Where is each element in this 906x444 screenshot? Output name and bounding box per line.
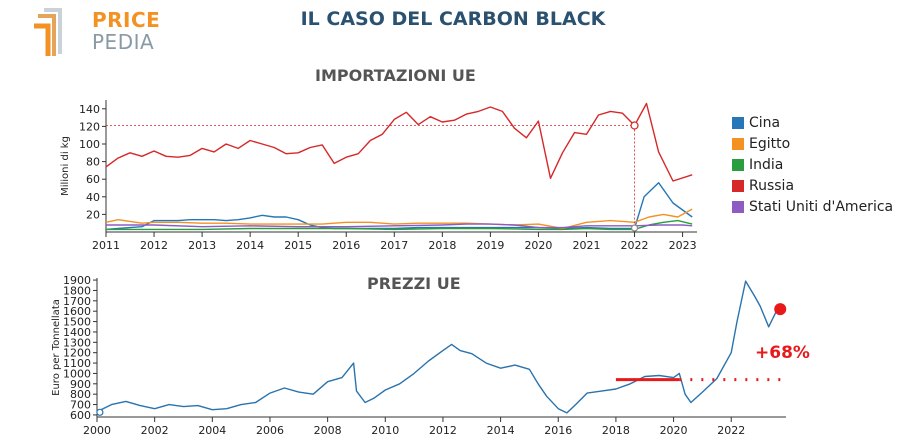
legend-label: Russia bbox=[749, 177, 795, 194]
imports-legend: Cina Egitto India Russia Stati Uniti d'Ameri… bbox=[732, 112, 893, 217]
x-tick-label: 2012 bbox=[429, 424, 457, 437]
series-line-russia bbox=[105, 102, 693, 182]
x-tick-label: 2000 bbox=[83, 424, 111, 437]
x-tick-label: 2020 bbox=[660, 424, 688, 437]
legend-swatch bbox=[732, 179, 744, 192]
page-title: IL CASO DEL CARBON BLACK bbox=[300, 8, 606, 30]
imports-chart-title: IMPORTAZIONI UE bbox=[315, 66, 476, 85]
endpoint-marker bbox=[774, 303, 787, 316]
legend-label: Cina bbox=[749, 114, 781, 131]
y-axis-label: Milioni di kg bbox=[60, 136, 71, 196]
legend-item: Stati Uniti d'America bbox=[732, 196, 893, 217]
legend-swatch bbox=[732, 137, 744, 150]
series-line-1-0 bbox=[96, 280, 779, 414]
logo-text-pedia: PEDIA bbox=[92, 30, 155, 54]
series-line-egitto bbox=[105, 208, 693, 230]
y-tick-label: 140 bbox=[79, 103, 100, 116]
y-tick-label: 1900 bbox=[63, 274, 91, 287]
legend-label: India bbox=[749, 156, 784, 173]
y-axis-label: Euro per Tonnellata bbox=[51, 299, 62, 396]
y-tick-label: 1600 bbox=[63, 305, 91, 318]
legend-swatch bbox=[732, 200, 744, 213]
x-tick-label: 2012 bbox=[140, 239, 168, 252]
y-tick-label: 1700 bbox=[63, 295, 91, 308]
y-tick-label: 1000 bbox=[63, 367, 91, 380]
x-tick-label: 2014 bbox=[487, 424, 515, 437]
y-tick-label: 120 bbox=[79, 120, 100, 133]
reference-base-marker bbox=[630, 224, 639, 232]
x-tick-label: 2020 bbox=[524, 239, 552, 252]
y-tick-label: 1800 bbox=[63, 284, 91, 297]
legend-swatch bbox=[732, 158, 744, 171]
y-tick-label: 1300 bbox=[63, 336, 91, 349]
y-tick-label: 40 bbox=[86, 191, 100, 204]
prices-chart-title: PREZZI UE bbox=[367, 274, 461, 293]
y-tick-label: 1100 bbox=[63, 357, 91, 370]
legend-item: Cina bbox=[732, 112, 893, 133]
series-line-cina bbox=[105, 181, 693, 231]
logo-mark bbox=[34, 8, 62, 56]
x-tick-label: 2016 bbox=[332, 239, 360, 252]
x-tick-label: 2015 bbox=[284, 239, 312, 252]
y-tick-label: 800 bbox=[70, 388, 91, 401]
reference-marker bbox=[630, 121, 639, 130]
legend-label: Egitto bbox=[749, 135, 791, 152]
x-tick-label: 2014 bbox=[236, 239, 264, 252]
y-tick-label: 80 bbox=[86, 156, 100, 169]
percent-change-label: +68% bbox=[755, 343, 810, 363]
y-tick-label: 60 bbox=[86, 173, 100, 186]
x-tick-label: 2013 bbox=[188, 239, 216, 252]
x-tick-label: 2010 bbox=[371, 424, 399, 437]
x-tick-label: 2017 bbox=[380, 239, 408, 252]
x-tick-label: 2022 bbox=[621, 239, 649, 252]
y-tick-label: 1200 bbox=[63, 347, 91, 360]
legend-item: Russia bbox=[732, 175, 893, 196]
legend-item: Egitto bbox=[732, 133, 893, 154]
x-tick-label: 2002 bbox=[141, 424, 169, 437]
legend-item: India bbox=[732, 154, 893, 175]
x-tick-label: 2018 bbox=[602, 424, 630, 437]
logo-text-price: PRICE bbox=[92, 8, 161, 32]
x-tick-label: 2018 bbox=[428, 239, 456, 252]
y-tick-label: 1400 bbox=[63, 326, 91, 339]
y-tick-label: 100 bbox=[79, 138, 100, 151]
series-line-stati-uniti-d-america bbox=[106, 223, 693, 229]
y-tick-label: 20 bbox=[86, 208, 100, 221]
x-tick-label: 2023 bbox=[669, 239, 697, 252]
y-tick-label: 900 bbox=[70, 378, 91, 391]
x-tick-label: 2004 bbox=[198, 424, 226, 437]
x-tick-label: 2008 bbox=[314, 424, 342, 437]
start-marker bbox=[96, 408, 104, 416]
x-tick-label: 2019 bbox=[476, 239, 504, 252]
x-tick-label: 2006 bbox=[256, 424, 284, 437]
pricepedia-logo: PRICE PEDIA bbox=[34, 6, 160, 60]
x-tick-label: 2011 bbox=[92, 239, 120, 252]
y-tick-label: 700 bbox=[70, 399, 91, 412]
y-tick-label: 600 bbox=[70, 409, 91, 422]
x-tick-label: 2016 bbox=[544, 424, 572, 437]
x-tick-label: 2021 bbox=[572, 239, 600, 252]
x-tick-label: 2022 bbox=[717, 424, 745, 437]
y-tick-label: 1500 bbox=[63, 316, 91, 329]
legend-swatch bbox=[732, 116, 744, 129]
legend-label: Stati Uniti d'America bbox=[749, 198, 894, 215]
